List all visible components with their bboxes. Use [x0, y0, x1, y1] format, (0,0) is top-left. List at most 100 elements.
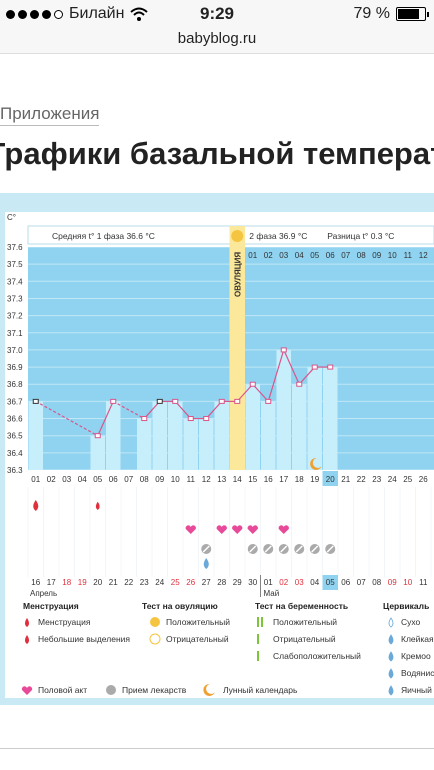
cycle-day-label: 19 — [310, 475, 319, 484]
y-tick-label: 37.4 — [7, 277, 23, 286]
temperature-bar — [90, 435, 105, 470]
chart-box: 37.6 37.5 37.4 37.3 37.2 37.1 37.0 36.9 36.8 36.7… — [5, 212, 434, 698]
temperature-point — [187, 416, 194, 422]
top-day-number: 09 — [372, 251, 381, 260]
calendar-date-label: 05 — [326, 578, 335, 587]
y-tick-label: 36.8 — [7, 380, 23, 389]
temperature-line-segment — [143, 400, 161, 419]
top-day-number: 06 — [326, 251, 335, 260]
temperature-line-segment — [283, 349, 300, 385]
y-tick-label: 37.6 — [7, 243, 23, 252]
pill-icon-stroke — [264, 545, 272, 553]
cycle-day-label: 18 — [295, 475, 304, 484]
top-day-number: 08 — [357, 251, 366, 260]
legend-cervical-icon — [388, 668, 394, 679]
calendar-date-label: 24 — [155, 578, 164, 587]
legend-item: Яичный — [401, 685, 432, 695]
cycle-day-label: 07 — [124, 475, 133, 484]
calendar-date-label: 11 — [419, 578, 428, 587]
diff-label: Разница t° 0.3 °C — [327, 231, 394, 241]
cycle-day-label: 01 — [31, 475, 40, 484]
temperature-bar — [307, 367, 322, 470]
top-day-number: 04 — [295, 251, 304, 260]
temperature-bar — [137, 418, 152, 470]
legend-cervical-icon — [388, 617, 394, 628]
address-bar[interactable]: babyblog.ru — [0, 28, 434, 54]
temperature-bar — [214, 401, 229, 470]
temperature-point — [218, 398, 225, 404]
heart-icon — [185, 525, 196, 534]
calendar-date-label: 19 — [78, 578, 87, 587]
temperature-bar — [28, 401, 43, 470]
pill-icon-stroke — [249, 545, 257, 553]
cycle-day-label: 24 — [388, 475, 397, 484]
cycle-day-label: 21 — [341, 475, 350, 484]
temperature-line-segment — [205, 400, 223, 419]
pill-icon-stroke — [311, 545, 319, 553]
calendar-date-label: 08 — [372, 578, 381, 587]
legend-title: Цервикаль — [383, 601, 429, 611]
temperature-point — [296, 381, 303, 387]
highlight-day-cell — [322, 471, 338, 486]
legend-item: Клейкая — [401, 634, 434, 644]
calendar-date-label: 09 — [388, 578, 397, 587]
legend-item: Менструация — [38, 617, 91, 627]
legend-sun-icon — [149, 633, 161, 645]
cycle-day-label: 16 — [264, 475, 273, 484]
temperature-point — [234, 398, 241, 404]
calendar-date-label: 18 — [62, 578, 71, 587]
calendar-date-label: 04 — [310, 578, 319, 587]
cycle-day-label: 02 — [47, 475, 56, 484]
y-tick-label: 37.5 — [7, 260, 23, 269]
legend-drop-icon — [25, 618, 29, 627]
legend-item: Положительный — [166, 617, 230, 627]
calendar-date-label: 03 — [295, 578, 304, 587]
y-tick-label: 36.6 — [7, 415, 23, 424]
cycle-day-label: 17 — [279, 475, 288, 484]
temperature-bar — [245, 384, 260, 470]
temperature-point — [203, 416, 210, 422]
temperature-line-segment — [236, 383, 254, 402]
calendar-date-label: 16 — [31, 578, 40, 587]
legend-item: Кремоо — [401, 651, 431, 661]
legend-item: Водянис — [401, 668, 434, 678]
legend-item: Лунный календарь — [223, 685, 298, 695]
temperature-bar — [106, 401, 121, 470]
y-tick-label: 36.9 — [7, 363, 23, 372]
y-tick-label: 37.0 — [7, 346, 23, 355]
cycle-day-label: 06 — [109, 475, 118, 484]
legend-item: Положительный — [273, 617, 337, 627]
temperature-bar — [292, 384, 307, 470]
cycle-day-label: 09 — [155, 475, 164, 484]
temperature-bar — [261, 401, 276, 470]
legend-item: Прием лекарств — [122, 685, 187, 695]
calendar-date-label: 27 — [202, 578, 211, 587]
legend-item: Небольшие выделения — [38, 634, 130, 644]
temperature-line-segment — [97, 401, 114, 436]
temperature-line-segment — [267, 349, 285, 402]
cycle-day-label: 23 — [372, 475, 381, 484]
breadcrumb[interactable]: Приложения — [0, 104, 100, 126]
top-day-number: 05 — [310, 251, 319, 260]
status-bar: Билайн 9:29 79 % — [0, 0, 434, 28]
calendar-date-label: 07 — [357, 578, 366, 587]
cycle-day-label: 11 — [187, 475, 196, 484]
temperature-point — [280, 347, 287, 353]
temperature-bar — [152, 401, 167, 470]
temperature-line-segment — [112, 400, 145, 420]
legend-sun-icon — [150, 617, 160, 627]
legend-moon-icon — [203, 683, 215, 696]
legend-item: Отрицательный — [166, 634, 229, 644]
pill-icon-stroke — [280, 545, 288, 553]
temperature-point — [327, 364, 334, 370]
calendar-date-label: 25 — [171, 578, 180, 587]
cycle-day-label: 14 — [233, 475, 242, 484]
bleeding-drop-icon — [33, 500, 39, 511]
month-label-april: Апрель — [30, 589, 57, 598]
top-day-number: 12 — [419, 251, 428, 260]
moon-icon — [310, 457, 322, 470]
battery-area: 79 % — [354, 5, 429, 23]
y-tick-label: 37.1 — [7, 329, 23, 338]
legend-cervical-icon — [388, 651, 394, 662]
top-day-number: 10 — [388, 251, 397, 260]
